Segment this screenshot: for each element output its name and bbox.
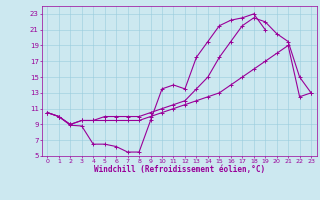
X-axis label: Windchill (Refroidissement éolien,°C): Windchill (Refroidissement éolien,°C) [94, 165, 265, 174]
